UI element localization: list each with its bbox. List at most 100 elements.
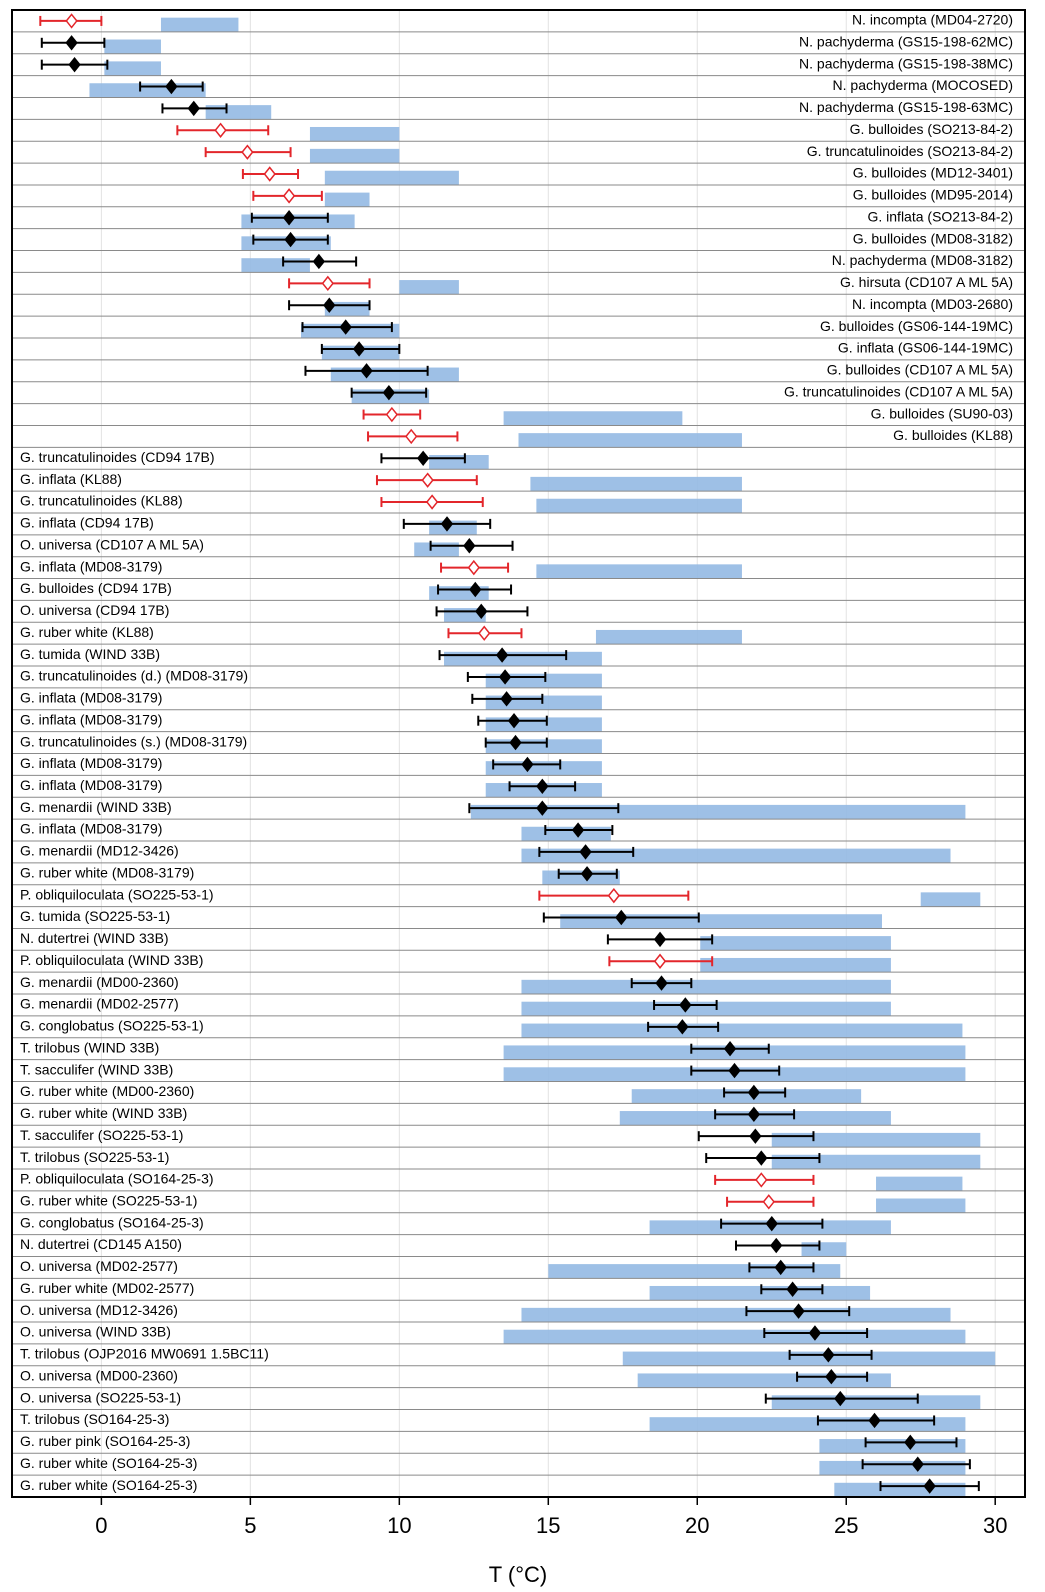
row-label: G. ruber pink (SO164-25-3) bbox=[20, 1433, 190, 1449]
mean-marker bbox=[416, 450, 430, 466]
row-label: G. menardii (MD12-3426) bbox=[20, 843, 179, 859]
row-label: G. bulloides (SU90-03) bbox=[871, 405, 1013, 421]
mean-marker bbox=[405, 428, 418, 445]
mean-marker bbox=[421, 472, 434, 488]
row-label: G. truncatulinoides (CD107 A ML 5A) bbox=[784, 383, 1013, 399]
mean-marker bbox=[834, 1390, 847, 1407]
distribution bbox=[876, 1198, 966, 1213]
distribution bbox=[819, 1439, 966, 1454]
row-label: G. bulloides (CD107 A ML 5A) bbox=[827, 362, 1013, 378]
mean-marker bbox=[263, 166, 276, 182]
distribution bbox=[89, 83, 206, 98]
distribution bbox=[330, 367, 459, 382]
row-label: G. inflata (CD94 17B) bbox=[20, 515, 154, 531]
row-label: G. bulloides (GS06-144-19MC) bbox=[820, 318, 1013, 334]
row-label: G. bulloides (KL88) bbox=[893, 427, 1013, 443]
mean-marker bbox=[808, 1325, 822, 1341]
row-label: G. bulloides (MD95-2014) bbox=[853, 187, 1013, 203]
mean-marker bbox=[762, 1194, 775, 1210]
mean-marker bbox=[65, 13, 78, 29]
row-label: T. trilobus (SO225-53-1) bbox=[20, 1149, 169, 1165]
distribution bbox=[429, 455, 489, 470]
row-label: N. pachyderma (GS15-198-38MC) bbox=[799, 55, 1013, 71]
x-tick-label: 0 bbox=[95, 1513, 107, 1538]
row-label: T. trilobus (SO164-25-3) bbox=[20, 1411, 169, 1427]
row-label: N. pachyderma (MOCOSED) bbox=[833, 77, 1013, 93]
row-label: P. obliquiloculata (SO225-53-1) bbox=[20, 886, 214, 902]
distribution bbox=[631, 1089, 862, 1104]
row-label: G. truncatulinoides (SO213-84-2) bbox=[807, 143, 1013, 159]
mean-marker bbox=[868, 1412, 881, 1429]
row-label: O. universa (MD12-3426) bbox=[20, 1302, 178, 1318]
mean-marker bbox=[653, 931, 667, 948]
mean-marker bbox=[352, 341, 366, 357]
row-label: G. menardii (MD02-2577) bbox=[20, 996, 179, 1012]
distribution bbox=[771, 1395, 981, 1410]
row-label: G. ruber white (MD02-2577) bbox=[20, 1280, 194, 1296]
mean-marker bbox=[747, 1084, 761, 1101]
row-label: G. truncatulinoides (CD94 17B) bbox=[20, 449, 215, 465]
mean-marker bbox=[911, 1456, 924, 1472]
mean-marker bbox=[679, 997, 692, 1013]
x-tick-label: 25 bbox=[834, 1513, 858, 1538]
row-label: G. truncatulinoides (KL88) bbox=[20, 493, 183, 509]
distribution bbox=[771, 1132, 981, 1148]
distribution bbox=[104, 39, 161, 54]
row-label: G. menardii (WIND 33B) bbox=[20, 799, 172, 815]
mean-marker bbox=[68, 56, 81, 73]
mean-marker bbox=[653, 953, 667, 969]
mean-marker bbox=[580, 866, 594, 882]
distribution bbox=[104, 61, 161, 76]
distribution bbox=[834, 1482, 966, 1497]
mean-marker bbox=[723, 1041, 737, 1057]
distribution bbox=[560, 914, 882, 929]
row-label: G. bulloides (CD94 17B) bbox=[20, 580, 172, 596]
distribution bbox=[819, 1460, 966, 1476]
mean-marker bbox=[923, 1478, 936, 1494]
row-label: G. ruber white (SO225-53-1) bbox=[20, 1192, 197, 1208]
distribution bbox=[521, 826, 611, 841]
row-label: N. dutertrei (WIND 33B) bbox=[20, 930, 169, 946]
row-label: G. ruber white (SO164-25-3) bbox=[20, 1477, 197, 1493]
mean-marker bbox=[440, 516, 454, 532]
row-label: G. truncatulinoides (s.) (MD08-3179) bbox=[20, 733, 247, 749]
row-label: G. ruber white (KL88) bbox=[20, 624, 154, 640]
row-label: G. inflata (MD08-3179) bbox=[20, 821, 162, 837]
row-label: N. pachyderma (GS15-198-63MC) bbox=[799, 99, 1013, 115]
mean-marker bbox=[312, 253, 326, 270]
row-label: N. pachyderma (GS15-198-62MC) bbox=[799, 34, 1013, 50]
distribution bbox=[521, 1307, 951, 1323]
row-label: O. universa (MD00-2360) bbox=[20, 1367, 178, 1383]
distribution bbox=[801, 1242, 847, 1257]
row-label: G. inflata (MD08-3179) bbox=[20, 777, 162, 793]
row-label: G. inflata (MD08-3179) bbox=[20, 711, 162, 727]
mean-marker bbox=[385, 406, 399, 423]
mean-marker bbox=[65, 35, 78, 51]
mean-marker bbox=[425, 494, 439, 510]
row-label: P. obliquiloculata (SO164-25-3) bbox=[20, 1171, 214, 1187]
row-label: O. universa (CD107 A ML 5A) bbox=[20, 536, 204, 552]
row-label: N. dutertrei (CD145 A150) bbox=[20, 1236, 182, 1252]
row-label: O. universa (CD94 17B) bbox=[20, 602, 169, 618]
mean-marker bbox=[495, 647, 509, 663]
row-label: G. bulloides (SO213-84-2) bbox=[850, 121, 1013, 137]
row-label: G. ruber white (MD00-2360) bbox=[20, 1083, 194, 1099]
distribution bbox=[700, 936, 891, 951]
mean-marker bbox=[655, 975, 668, 991]
row-label: G. inflata (MD08-3179) bbox=[20, 558, 162, 574]
mean-marker bbox=[755, 1172, 768, 1188]
row-label: N. incompta (MD03-2680) bbox=[852, 296, 1013, 312]
distribution bbox=[399, 280, 459, 295]
mean-marker bbox=[607, 887, 621, 904]
row-label: O. universa (WIND 33B) bbox=[20, 1324, 171, 1340]
distribution bbox=[429, 520, 477, 535]
distribution bbox=[309, 126, 400, 142]
mean-marker bbox=[774, 1259, 787, 1276]
distribution bbox=[503, 1045, 966, 1060]
mean-marker bbox=[786, 1281, 799, 1297]
mean-marker bbox=[321, 275, 334, 292]
mean-marker bbox=[467, 559, 480, 576]
distribution bbox=[595, 629, 742, 645]
mean-marker bbox=[382, 384, 396, 401]
